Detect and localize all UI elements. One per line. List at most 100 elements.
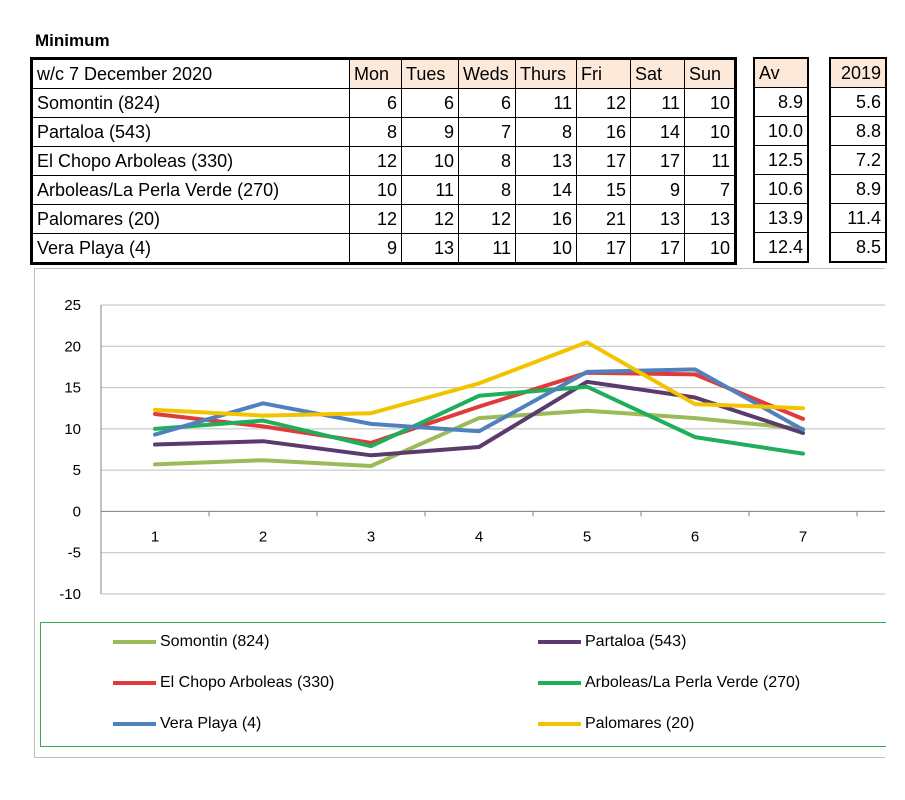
- legend-swatch: [113, 722, 156, 726]
- temperature-cell: 13: [630, 204, 685, 234]
- legend-swatch: [113, 681, 156, 685]
- temperature-cell: 10: [684, 88, 736, 118]
- series-line-2: [153, 370, 805, 445]
- temperature-cell: 8: [515, 117, 577, 147]
- x-tick-label: 2: [259, 528, 267, 545]
- temperature-cell: 12: [349, 204, 402, 234]
- table-row: El Chopo Arboleas (330) 12 10 8 13 17 17 11: [31, 146, 736, 176]
- temperature-cell: 11: [515, 88, 577, 118]
- temperature-cell: 6: [458, 88, 516, 118]
- x-tick-label: 4: [475, 528, 483, 545]
- day-header: Sun: [684, 58, 736, 89]
- year-2019-column: 2019 5.6 8.8 7.2 8.9 11.4 8.5: [829, 57, 887, 263]
- year-row: 11.4: [829, 203, 887, 233]
- average-cell: 8.9: [753, 87, 809, 117]
- temperature-cell: 7: [458, 117, 516, 147]
- year-2019-cell: 11.4: [829, 203, 887, 233]
- temperature-cell: 17: [576, 146, 631, 176]
- year-2019-cell: 8.9: [829, 174, 887, 204]
- legend-label: El Chopo Arboleas (330): [160, 674, 335, 691]
- legend-swatch: [538, 640, 581, 644]
- station-name: Arboleas/La Perla Verde (270): [31, 175, 350, 205]
- av-row: 8.9: [753, 87, 809, 117]
- series-line-4: [153, 367, 805, 437]
- year-row: 5.6: [829, 87, 887, 117]
- table-row: Vera Playa (4) 9 13 11 10 17 17 10: [31, 233, 736, 264]
- day-header: Mon: [349, 58, 402, 89]
- year-row: 7.2: [829, 145, 887, 175]
- series-line-5: [153, 340, 805, 418]
- legend-item: Palomares (20): [538, 715, 694, 733]
- temperature-cell: 16: [576, 117, 631, 147]
- temperature-cell: 12: [458, 204, 516, 234]
- legend-label: Arboleas/La Perla Verde (270): [585, 674, 801, 691]
- day-header: Thurs: [515, 58, 577, 89]
- y-tick-label: -5: [68, 545, 81, 562]
- day-header: Weds: [458, 58, 516, 89]
- temperature-cell: 10: [349, 175, 402, 205]
- temperature-cell: 17: [630, 233, 685, 264]
- temperature-cell: 10: [684, 117, 736, 147]
- legend-label: Vera Playa (4): [160, 715, 262, 732]
- station-name: Somontin (824): [31, 88, 350, 118]
- temperature-cell: 12: [349, 146, 402, 176]
- temperature-cell: 14: [630, 117, 685, 147]
- day-header: Fri: [576, 58, 631, 89]
- temperature-cell: 11: [401, 175, 459, 205]
- y-tick-label: 25: [64, 297, 81, 314]
- x-tick-label: 7: [799, 528, 807, 545]
- av-row: 12.5: [753, 145, 809, 175]
- day-header: Sat: [630, 58, 685, 89]
- temperature-cell: 12: [576, 88, 631, 118]
- temperature-cell: 11: [684, 146, 736, 176]
- legend-swatch: [113, 640, 156, 644]
- av-row: 10.0: [753, 116, 809, 146]
- temperature-cell: 17: [630, 146, 685, 176]
- year-header-row: 2019: [829, 57, 887, 88]
- year-row: 8.8: [829, 116, 887, 146]
- av-row: 13.9: [753, 203, 809, 233]
- x-tick-label: 6: [691, 528, 699, 545]
- average-cell: 13.9: [753, 203, 809, 233]
- y-tick-label: 10: [64, 421, 81, 438]
- y-tick-label: 15: [64, 380, 81, 397]
- legend-label: Somontin (824): [160, 633, 270, 650]
- series-line-1: [153, 379, 805, 458]
- temperature-cell: 8: [458, 175, 516, 205]
- line-chart: 25 20 15 10 5 0 -5 -10 1 2 3 4 5 6 7: [59, 297, 885, 603]
- y-tick-label: 0: [73, 503, 81, 520]
- year-row: 8.9: [829, 174, 887, 204]
- temperature-cell: 6: [349, 88, 402, 118]
- temperature-cell: 13: [401, 233, 459, 264]
- average-cell: 10.6: [753, 174, 809, 204]
- average-cell: 12.5: [753, 145, 809, 175]
- y-tick-label: -10: [59, 586, 81, 603]
- year-header: 2019: [829, 57, 887, 88]
- table-row: Partaloa (543) 8 9 7 8 16 14 10: [31, 117, 736, 147]
- year-row: 8.5: [829, 232, 887, 263]
- chart-legend: Somontin (824) Partaloa (543) El Chopo Arb…: [40, 622, 886, 747]
- x-tick-label: 1: [151, 528, 159, 545]
- x-tick-label: 3: [367, 528, 375, 545]
- av-header: Av: [753, 57, 809, 88]
- legend-swatch: [538, 681, 581, 685]
- year-2019-cell: 8.8: [829, 116, 887, 146]
- year-2019-cell: 7.2: [829, 145, 887, 175]
- table-row: Arboleas/La Perla Verde (270) 10 11 8 14 15 9 7: [31, 175, 736, 205]
- temperature-cell: 7: [684, 175, 736, 205]
- temperature-cell: 9: [401, 117, 459, 147]
- table-header-row: w/c 7 December 2020 Mon Tues Weds Thurs Fri Sa…: [31, 58, 736, 89]
- series-line-3: [153, 384, 805, 456]
- temperature-cell: 9: [630, 175, 685, 205]
- temperature-cell: 21: [576, 204, 631, 234]
- chart-area: 25 20 15 10 5 0 -5 -10 1 2 3 4 5 6 7: [34, 268, 885, 758]
- year-2019-cell: 8.5: [829, 232, 887, 263]
- temperature-cell: 11: [458, 233, 516, 264]
- series-line-0: [153, 408, 805, 468]
- temperature-cell: 6: [401, 88, 459, 118]
- temperature-cell: 15: [576, 175, 631, 205]
- temperature-cell: 13: [515, 146, 577, 176]
- legend-label: Partaloa (543): [585, 633, 687, 650]
- temperature-cell: 9: [349, 233, 402, 264]
- av-row: 10.6: [753, 174, 809, 204]
